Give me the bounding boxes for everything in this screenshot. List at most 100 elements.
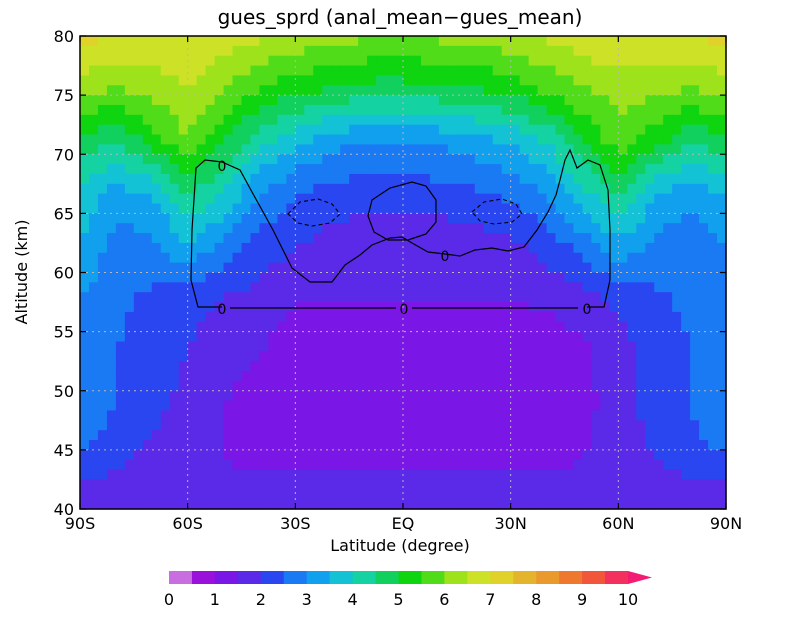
- field-cell: [88, 430, 99, 441]
- field-cell: [672, 252, 682, 264]
- field-cell: [97, 430, 108, 441]
- field-cell: [80, 75, 90, 86]
- field-cell: [555, 124, 566, 136]
- field-cell: [600, 272, 610, 283]
- field-cell: [340, 164, 350, 175]
- field-cell: [322, 420, 332, 431]
- field-cell: [214, 371, 225, 382]
- field-cell: [447, 262, 458, 274]
- field-cell: [681, 331, 691, 343]
- field-cell: [519, 124, 530, 136]
- field-cell: [600, 302, 610, 313]
- field-cell: [169, 440, 180, 451]
- field-cell: [420, 282, 431, 293]
- colorbar-swatch: [398, 571, 422, 584]
- field-cell: [645, 311, 655, 323]
- field-cell: [376, 252, 386, 264]
- field-cell: [232, 36, 243, 47]
- field-cell: [699, 489, 709, 500]
- field-cell: [268, 282, 278, 293]
- field-cell: [277, 75, 287, 86]
- field-cell: [268, 479, 278, 490]
- field-cell: [160, 321, 171, 333]
- field-cell: [510, 104, 521, 116]
- field-cell: [510, 213, 521, 224]
- field-cell: [429, 489, 440, 500]
- field-cell: [124, 380, 135, 392]
- field-cell: [80, 55, 90, 67]
- field-cell: [376, 331, 386, 343]
- field-cell: [250, 203, 261, 214]
- field-cell: [708, 331, 718, 343]
- field-cell: [636, 410, 646, 421]
- field-cell: [223, 331, 234, 343]
- field-cell: [699, 223, 709, 234]
- field-cell: [699, 65, 709, 77]
- field-cell: [196, 75, 207, 86]
- field-cell: [717, 114, 727, 126]
- field-cell: [403, 114, 413, 126]
- field-cell: [420, 459, 431, 471]
- field-cell: [438, 223, 449, 234]
- field-cell: [106, 371, 117, 382]
- field-cell: [474, 371, 485, 382]
- field-cell: [465, 302, 476, 313]
- field-cell: [609, 173, 619, 185]
- x-tick-label: 60S: [172, 514, 203, 533]
- field-cell: [528, 242, 539, 254]
- y-tick-label: 45: [54, 441, 74, 460]
- field-cell: [385, 223, 395, 234]
- field-cell: [645, 203, 655, 214]
- field-cell: [232, 380, 243, 392]
- field-cell: [474, 341, 485, 352]
- field-cell: [133, 449, 144, 461]
- field-cell: [277, 262, 287, 274]
- field-cell: [618, 104, 628, 116]
- field-cell: [214, 45, 225, 57]
- field-cell: [429, 203, 440, 214]
- field-cell: [483, 65, 494, 77]
- field-cell: [295, 311, 305, 323]
- field-cell: [501, 95, 512, 106]
- field-cell: [313, 85, 323, 96]
- field-cell: [295, 55, 305, 67]
- field-cell: [600, 55, 610, 67]
- field-cell: [313, 302, 323, 313]
- field-cell: [196, 380, 207, 392]
- gridlines: [80, 36, 726, 509]
- field-cell: [501, 361, 512, 372]
- field-cell: [250, 440, 261, 451]
- field-cell: [250, 302, 261, 313]
- field-cell: [250, 104, 261, 116]
- field-cell: [609, 351, 619, 362]
- field-cell: [573, 173, 584, 185]
- field-cell: [609, 45, 619, 57]
- field-cell: [385, 114, 395, 126]
- field-cell: [241, 193, 252, 205]
- field-cell: [322, 104, 332, 116]
- field-cell: [591, 489, 601, 500]
- field-cell: [690, 390, 700, 402]
- field-cell: [232, 331, 243, 343]
- field-cell: [699, 400, 709, 412]
- field-cell: [259, 193, 270, 205]
- field-cell: [178, 440, 189, 451]
- field-cell: [528, 252, 539, 264]
- field-cell: [367, 469, 377, 481]
- field-cell: [483, 282, 494, 293]
- field-cell: [349, 282, 359, 293]
- field-cell: [483, 420, 494, 431]
- field-cell: [80, 410, 90, 421]
- field-cell: [241, 400, 252, 412]
- field-cell: [582, 351, 593, 362]
- field-cell: [88, 371, 99, 382]
- field-cell: [394, 459, 404, 471]
- field-cell: [223, 134, 234, 145]
- field-cell: [564, 233, 575, 244]
- field-cell: [358, 469, 368, 481]
- y-tick-label: 75: [54, 86, 74, 105]
- field-cell: [340, 390, 350, 402]
- field-cell: [196, 430, 207, 441]
- field-cell: [349, 164, 359, 175]
- field-cell: [411, 341, 422, 352]
